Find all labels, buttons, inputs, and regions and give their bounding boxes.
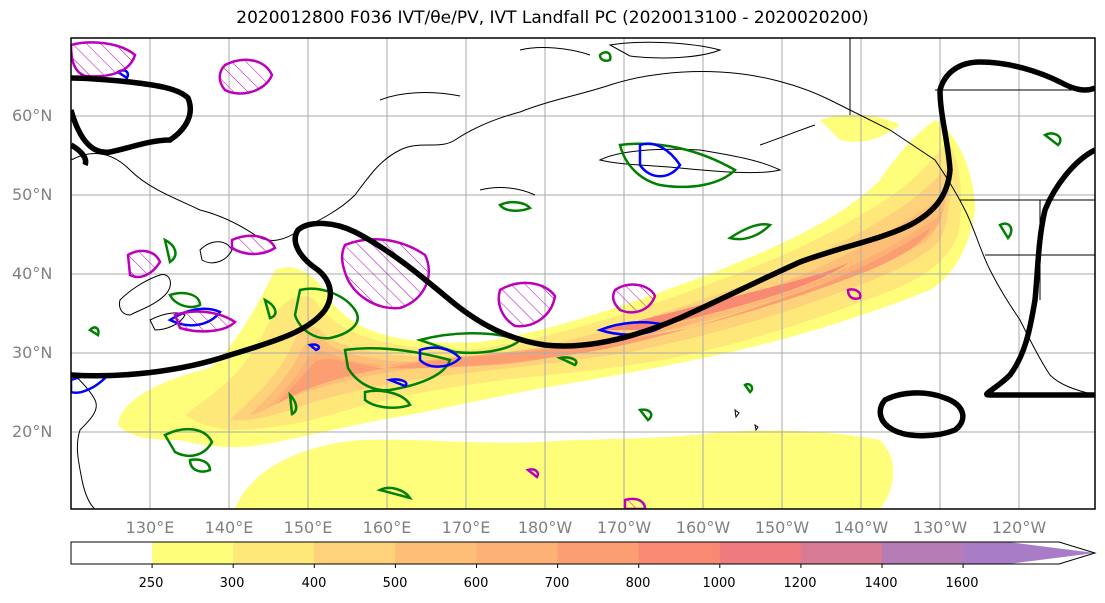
colorbar [70, 541, 1097, 568]
colorbar-segment [395, 542, 477, 564]
colorbar-segment [882, 542, 964, 564]
lon-label-170w: 170°W [596, 518, 652, 537]
lon-label-140w: 140°W [833, 518, 889, 537]
colorbar-segment [800, 542, 883, 564]
ivt-600 [265, 212, 942, 410]
lon-label-140e: 140°E [204, 518, 254, 537]
colorbar-tick-700: 700 [544, 576, 570, 591]
colorbar-tick-800: 800 [625, 576, 651, 591]
colorbar-tick-1400: 1400 [864, 576, 898, 591]
colorbar-tick-250: 250 [138, 576, 164, 591]
colorbar-segment [476, 542, 559, 564]
lon-label-150w: 150°W [754, 518, 810, 537]
lon-label-160e: 160°E [362, 518, 412, 537]
colorbar-tick-300: 300 [219, 576, 245, 591]
lon-label-170e: 170°E [441, 518, 491, 537]
map-frame [70, 37, 1096, 510]
colorbar-tick-600: 600 [463, 576, 489, 591]
lat-label-60n: 60°N [12, 106, 53, 125]
colorbar-tick-500: 500 [382, 576, 408, 591]
colorbar-segment [557, 542, 640, 564]
colorbar-segment [71, 542, 153, 564]
colorbar-extend-arrow [963, 542, 1095, 564]
ivt-landfall-pc-contours [71, 41, 862, 509]
colorbar-segment [638, 542, 721, 564]
lat-label-20n: 20°N [12, 422, 53, 441]
colorbar-segment [314, 542, 396, 564]
ivt-700 [275, 228, 930, 405]
colorbar-segment [152, 542, 234, 564]
colorbar-segment [719, 542, 802, 564]
ivt-400 [230, 168, 950, 421]
ivt-250-north [820, 114, 900, 142]
map-title: 2020012800 F036 IVT/θe/PV, IVT Landfall … [236, 8, 869, 28]
theta-e-green-contours [88, 51, 1062, 501]
lon-label-180w: 180°W [517, 518, 573, 537]
colorbar-tick-1000: 1000 [702, 576, 736, 591]
lat-label-30n: 30°N [12, 343, 53, 362]
lat-label-50n: 50°N [12, 185, 53, 204]
colorbar-tick-1600: 1600 [945, 576, 979, 591]
colorbar-tick-400: 400 [301, 576, 327, 591]
colorbar-segment [233, 542, 315, 564]
colorbar-outline [70, 541, 1097, 565]
lat-label-40n: 40°N [12, 264, 53, 283]
lon-label-130e: 130°E [125, 518, 175, 537]
lon-label-130w: 130°W [912, 518, 968, 537]
lon-label-120w: 120°W [991, 518, 1047, 537]
pv-contours [71, 59, 1095, 439]
colorbar-tick-1200: 1200 [783, 576, 817, 591]
lon-label-160w: 160°W [675, 518, 731, 537]
lon-label-150e: 150°E [283, 518, 333, 537]
